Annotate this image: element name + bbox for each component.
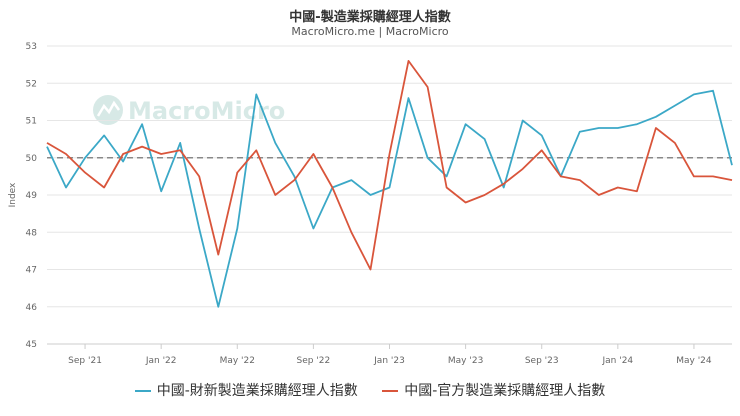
chart-subtitle: MacroMicro.me | MacroMicro (291, 25, 449, 38)
x-tick-label: May '24 (676, 356, 712, 366)
x-tick-label: May '22 (220, 356, 255, 366)
y-tick-label: 53 (26, 42, 37, 52)
x-axis: Sep '21 Jan '22 May '22 Sep '22 Jan '23 May '… (47, 343, 732, 366)
chart-title: 中國-製造業採購經理人指數 (289, 10, 451, 25)
x-tick-label: Sep '23 (525, 356, 559, 366)
legend-swatch-official (382, 390, 399, 392)
series-line-0 (46, 89, 733, 308)
y-tick-label: 52 (26, 79, 37, 89)
y-tick-label: 48 (26, 228, 38, 238)
y-axis: 45 46 47 48 49 50 51 52 53 (26, 42, 38, 350)
x-tick-label: Jan '23 (373, 356, 405, 366)
y-tick-label: 49 (26, 191, 38, 201)
legend: 中國-財新製造業採購經理人指數 中國-官方製造業採購經理人指數 (0, 380, 740, 400)
y-tick-label: 50 (26, 154, 38, 164)
x-tick-label: Jan '22 (145, 356, 177, 366)
legend-label-official: 中國-官方製造業採購經理人指數 (404, 383, 606, 399)
legend-label-caixin: 中國-財新製造業採購經理人指數 (156, 383, 358, 399)
y-axis-label: Index (8, 182, 18, 207)
y-tick-label: 51 (26, 117, 37, 127)
legend-item-official[interactable]: 中國-官方製造業採購經理人指數 (382, 380, 605, 400)
gridlines (47, 45, 732, 345)
y-tick-label: 45 (26, 340, 37, 350)
x-tick-label: Sep '22 (297, 356, 331, 366)
legend-swatch-caixin (134, 390, 151, 392)
y-tick-label: 47 (26, 266, 37, 276)
x-tick-label: May '23 (448, 356, 483, 366)
x-tick-label: Jan '24 (601, 356, 633, 366)
series-line-1 (46, 60, 733, 271)
watermark-logo-mark (96, 100, 121, 117)
legend-item-caixin[interactable]: 中國-財新製造業採購經理人指數 (134, 380, 358, 400)
y-tick-label: 46 (26, 303, 38, 313)
series-lines (46, 60, 733, 308)
x-tick-label: Sep '21 (68, 356, 102, 366)
